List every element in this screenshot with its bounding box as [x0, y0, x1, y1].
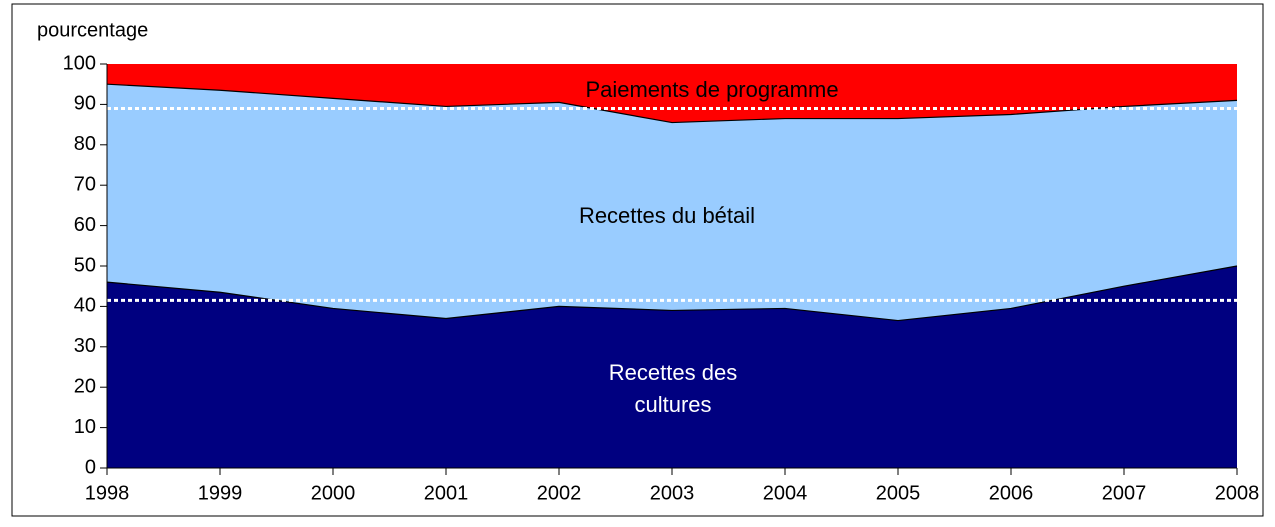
series-label: Recettes des cultures: [608, 360, 738, 417]
y-tick-label: 90: [74, 93, 96, 115]
y-tick-label: 10: [74, 416, 96, 438]
y-tick-label: 70: [74, 173, 96, 195]
frame: [11, 3, 1264, 517]
x-tick-label: 2004: [763, 482, 808, 504]
x-tick-label: 2007: [1102, 482, 1147, 504]
x-tick-label: 2001: [424, 482, 469, 504]
y-tick-label: 50: [74, 254, 96, 276]
area: [107, 266, 1237, 468]
x-tick-label: 1999: [198, 482, 243, 504]
x-tick-label: 2006: [989, 482, 1034, 504]
x-tick-label: 2003: [650, 482, 695, 504]
x-tick-label: 2000: [311, 482, 356, 504]
y-tick-label: 40: [74, 295, 96, 317]
y-tick-label: 80: [74, 133, 96, 155]
x-tick-label: 1998: [85, 482, 130, 504]
series-label: Paiements de programme: [585, 77, 839, 102]
y-axis-label: pourcentage: [37, 19, 148, 41]
y-tick-label: 20: [74, 375, 96, 397]
y-tick-label: 30: [74, 335, 96, 357]
y-tick-label: 0: [85, 456, 96, 478]
area: [107, 84, 1237, 321]
x-tick-label: 2002: [537, 482, 582, 504]
area-boundary: [106, 83, 1238, 124]
series-label: Recettes du bétail: [578, 203, 756, 228]
x-tick-label: 2008: [1215, 482, 1260, 504]
y-tick-label: 60: [74, 214, 96, 236]
y-tick-label: 100: [63, 52, 96, 74]
x-tick-label: 2005: [876, 482, 921, 504]
